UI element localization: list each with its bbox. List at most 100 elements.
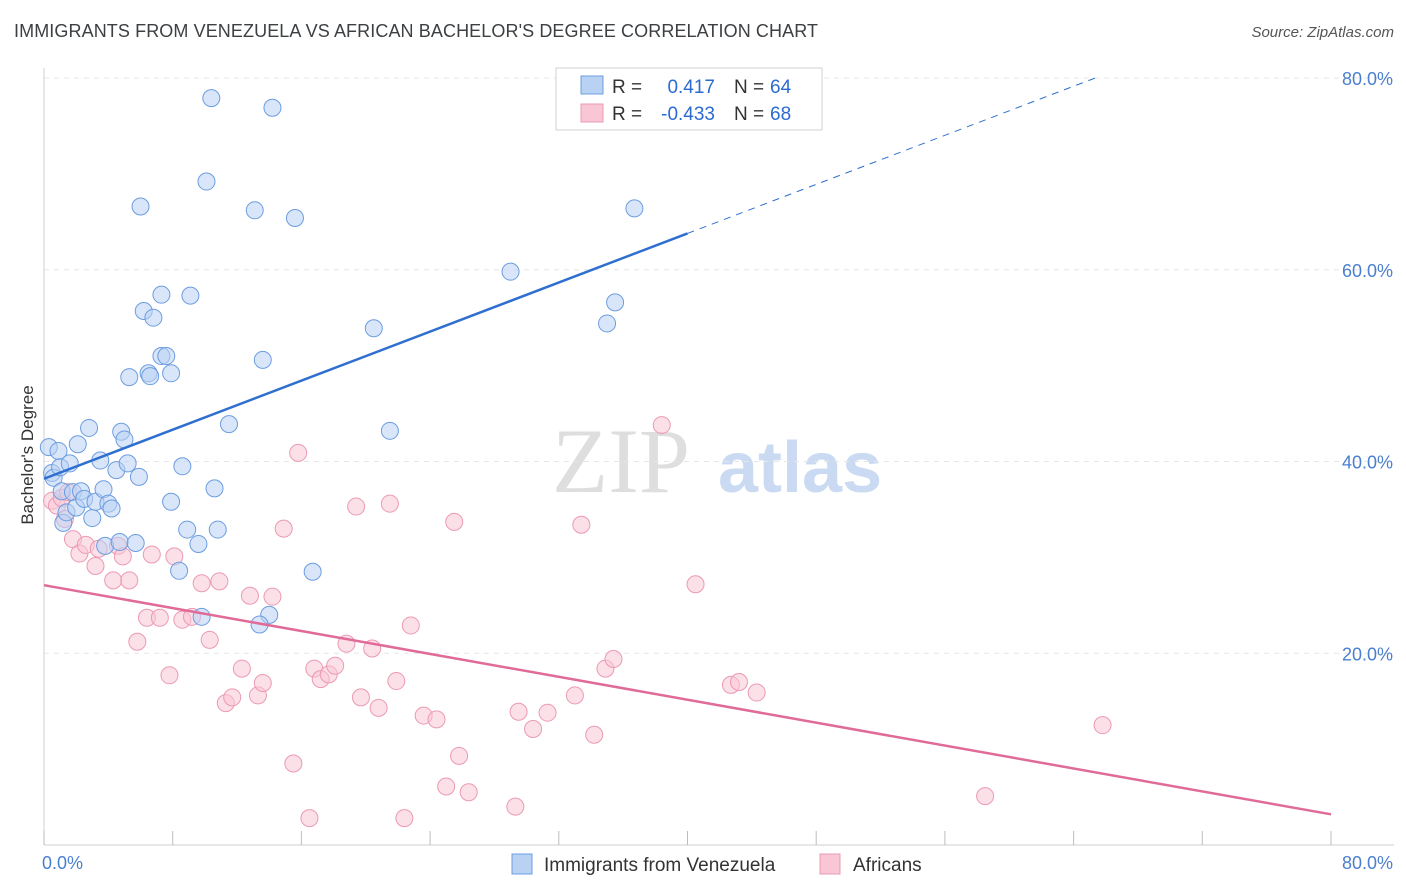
africans-point: [263, 587, 282, 606]
y-tick-labels: 20.0% 40.0% 60.0% 80.0%: [1342, 69, 1393, 664]
venezuela-point: [285, 208, 304, 227]
venezuela-point: [152, 285, 171, 304]
gridlines: [44, 77, 1394, 654]
africans-point: [200, 630, 219, 649]
venezuela-point: [598, 314, 617, 333]
africans-point: [240, 586, 259, 605]
venezuela-point: [606, 293, 625, 312]
venezuela-point: [162, 364, 181, 383]
source-label: Source: ZipAtlas.com: [1251, 24, 1394, 41]
africans-point: [326, 656, 345, 675]
africans-point: [538, 703, 557, 722]
venezuela-point: [162, 492, 181, 511]
venezuela-point: [102, 499, 121, 518]
legend-r-label-1: R =: [612, 77, 642, 98]
africans-point: [351, 688, 370, 707]
africans-point: [104, 571, 123, 590]
y-tick-label: 80.0%: [1342, 69, 1393, 89]
watermark-atlas: atlas: [718, 428, 882, 508]
trend-lines: [43, 76, 1332, 816]
y-tick-label: 40.0%: [1342, 453, 1393, 473]
africans-point: [747, 683, 766, 702]
venezuela-point: [192, 607, 211, 626]
africans-point: [253, 673, 272, 692]
africans-point: [210, 572, 229, 591]
venezuela-point: [245, 201, 264, 220]
venezuela-point: [131, 197, 150, 216]
africans-point: [509, 702, 528, 721]
venezuela-point: [205, 479, 224, 498]
y-tick-label: 20.0%: [1342, 644, 1393, 664]
venezuela-point: [80, 418, 99, 437]
africans-point: [192, 574, 211, 593]
venezuela-point: [263, 98, 282, 117]
venezuela-point: [173, 457, 192, 476]
legend-r-label-2: R =: [612, 104, 642, 125]
x-tick-label: 0.0%: [42, 853, 83, 873]
legend-r-value-1: 0.417: [667, 77, 715, 98]
africans-point: [86, 557, 105, 576]
legend-n-value-1: 64: [770, 77, 792, 98]
africans-point: [604, 650, 623, 669]
legend-n-label-2: N =: [734, 104, 764, 125]
africans-point: [160, 666, 179, 685]
africans-point: [380, 494, 399, 513]
africans-point: [450, 746, 469, 765]
venezuela-point: [68, 435, 87, 454]
legend-r-value-2: -0.433: [661, 104, 715, 125]
africans-point: [387, 672, 406, 691]
africans-point: [347, 497, 366, 516]
africans-point: [427, 710, 446, 729]
africans-point: [150, 608, 169, 627]
venezuela-point: [189, 534, 208, 553]
bottom-legend-swatch-blue: [511, 853, 533, 875]
africans-point: [300, 809, 319, 828]
venezuela-point: [202, 89, 221, 108]
x-tick-label: 80.0%: [1342, 853, 1393, 873]
y-axis-label: Bachelor's Degree: [18, 385, 37, 524]
venezuela-point: [364, 319, 383, 338]
venezuela-point: [625, 199, 644, 218]
africans-point: [524, 719, 543, 738]
africans-point: [289, 443, 308, 462]
venezuela-point: [118, 454, 137, 473]
venezuela-trend-extension: [687, 76, 1098, 234]
legend-swatch-pink: [580, 103, 604, 123]
venezuela-point: [129, 467, 148, 486]
legend-n-value-2: 68: [770, 104, 791, 125]
africans-point: [395, 809, 414, 828]
africans-point: [401, 616, 420, 635]
axes: [43, 68, 1394, 846]
bottom-legend-label-venezuela: Immigrants from Venezuela: [544, 855, 776, 876]
africans-point: [572, 515, 591, 534]
venezuela-point: [83, 509, 102, 528]
africans-point: [445, 512, 464, 531]
africans-point: [128, 632, 147, 651]
africans-point: [506, 797, 525, 816]
africans-point: [142, 545, 161, 564]
venezuela-point: [170, 561, 189, 580]
venezuela-point: [181, 286, 200, 305]
africans-point: [729, 673, 748, 692]
africans-trend-line: [43, 583, 1332, 816]
bottom-legend-swatch-pink: [819, 853, 841, 875]
venezuela-trend-line: [43, 232, 688, 480]
y-tick-label: 60.0%: [1342, 261, 1393, 281]
africans-point: [459, 783, 478, 802]
venezuela-point: [380, 421, 399, 440]
africans-point: [274, 519, 293, 538]
chart-title: IMMIGRANTS FROM VENEZUELA VS AFRICAN BAC…: [14, 21, 819, 41]
legend-swatch-blue: [580, 75, 604, 95]
venezuela-point: [157, 347, 176, 366]
venezuela-point: [197, 172, 216, 191]
bottom-legend-label-africans: Africans: [853, 855, 922, 876]
venezuela-point: [120, 368, 139, 387]
africans-point: [437, 777, 456, 796]
venezuela-point: [141, 367, 160, 386]
correlation-legend: R = 0.417 N = 64 R = -0.433 N = 68: [555, 67, 823, 131]
africans-point: [223, 688, 242, 707]
x-tick-labels: 0.0% 80.0%: [42, 853, 1393, 873]
africans-point: [1093, 716, 1112, 735]
africans-point: [686, 575, 705, 594]
